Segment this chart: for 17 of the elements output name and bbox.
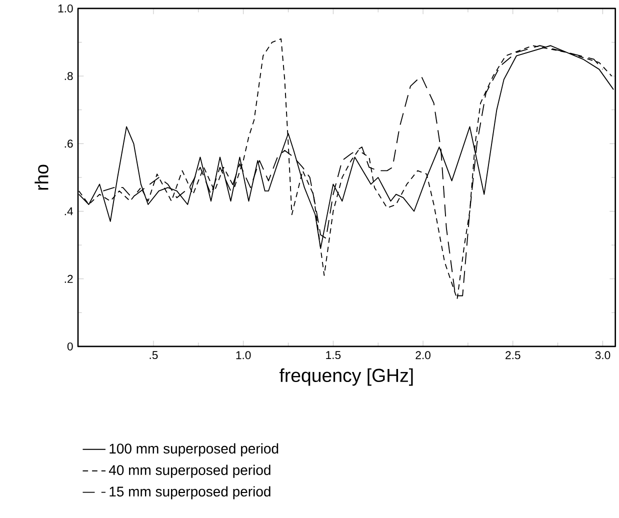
x-tick-label: 2.5 <box>506 350 520 359</box>
y-axis-title: rho <box>34 164 48 190</box>
y-tick-label: 1.0 <box>58 4 73 12</box>
legend-label: 15 mm superposed period <box>110 486 270 500</box>
x-axis-title: frequency [GHz] <box>280 368 413 386</box>
y-tick-label: 0 <box>67 342 73 350</box>
legend-label: 100 mm superposed period <box>110 443 278 456</box>
y-tick-label: .4 <box>64 207 73 215</box>
y-tick-label: .6 <box>64 139 73 148</box>
legend-label: 40 mm superposed period <box>108 464 270 478</box>
x-tick-label: 1.0 <box>236 350 251 359</box>
x-tick-label: 1.5 <box>326 350 341 359</box>
x-tick-label: 2.0 <box>416 350 430 359</box>
x-tick-label: .5 <box>150 350 158 359</box>
y-tick-label: .2 <box>64 274 73 283</box>
y-tick-label: .8 <box>64 72 73 80</box>
x-tick-label: 3.0 <box>595 350 610 359</box>
